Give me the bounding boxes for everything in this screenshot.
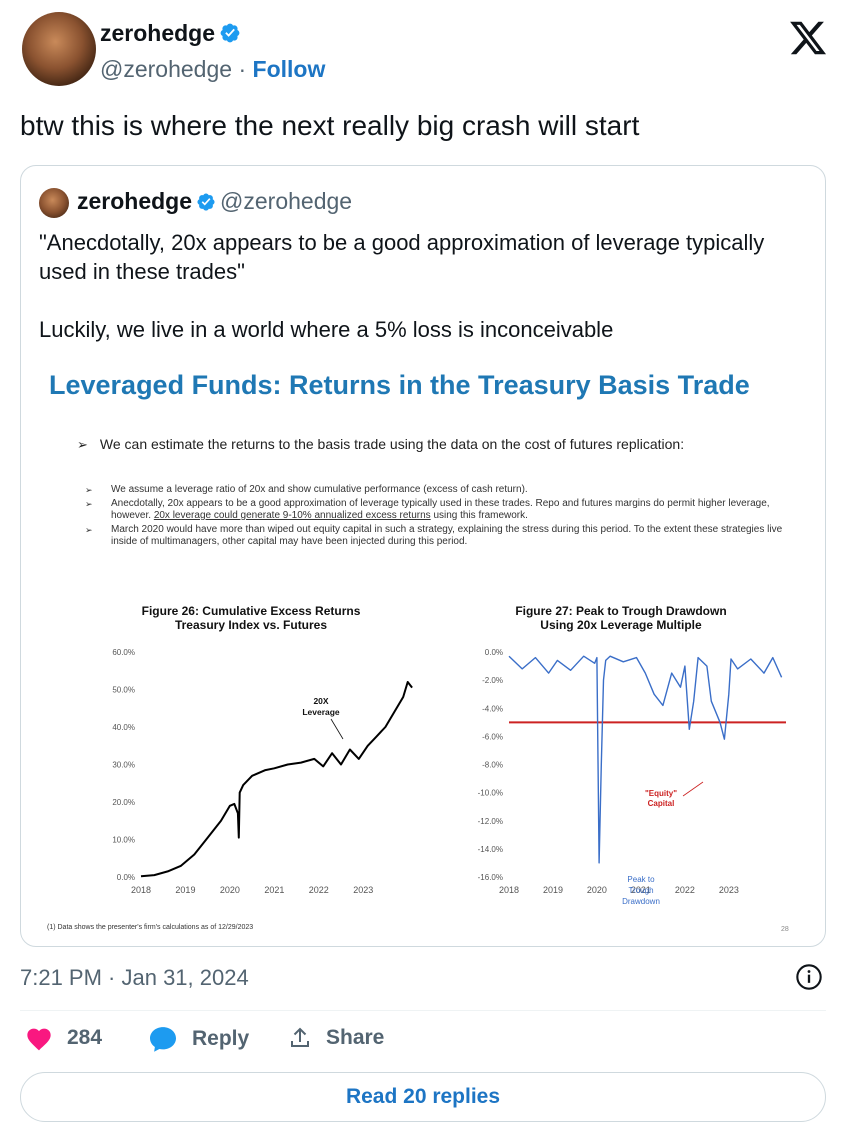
x-tick-label: 2020 xyxy=(220,885,240,895)
chart-subtitle: Using 20x Leverage Multiple xyxy=(540,618,702,632)
y-tick-label: 40.0% xyxy=(112,723,135,732)
slide-main-bullet: ➢ We can estimate the returns to the basi… xyxy=(77,436,684,453)
heart-icon xyxy=(27,1028,51,1051)
x-tick-label: 2022 xyxy=(675,885,695,895)
read-replies-button[interactable]: Read 20 replies xyxy=(20,1072,826,1122)
y-tick-label: 50.0% xyxy=(112,686,135,695)
figure-27-chart: 0.0% -2.0% -4.0% -6.0% -8.0% -10.0% -12.0% -14.… xyxy=(478,648,786,906)
figure-27-title: Figure 27: Peak to Trough Drawdown Using… xyxy=(471,604,771,632)
verified-badge-icon xyxy=(220,23,240,43)
sub-bullet: ➢ Anecdotally, 20x appears to be a good a… xyxy=(85,498,805,523)
y-tick-label: 0.0% xyxy=(117,873,135,882)
y-tick-label: -6.0% xyxy=(482,732,503,741)
y-tick-label: -8.0% xyxy=(482,761,503,770)
reply-button[interactable]: Reply xyxy=(148,1025,249,1053)
bullet-arrow-icon: ➢ xyxy=(77,437,88,452)
tweet-text: btw this is where the next really big cr… xyxy=(20,110,640,141)
x-tick-label: 2021 xyxy=(631,885,651,895)
sub-bullet-text: We assume a leverage ratio of 20x and sh… xyxy=(111,484,528,495)
series-line xyxy=(140,681,413,878)
verified-badge-icon xyxy=(197,193,215,211)
quoted-tweet[interactable]: zerohedge @zerohedge "Anecdotally, 20x ap… xyxy=(20,165,826,947)
x-tick-label: 2021 xyxy=(264,885,284,895)
author-name-row[interactable]: zerohedge xyxy=(100,20,241,47)
share-button[interactable]: Share xyxy=(288,1025,384,1051)
quoted-paragraph: "Anecdotally, 20x appears to be a good a… xyxy=(39,230,765,284)
slide-image[interactable]: Leveraged Funds: Returns in the Treasury… xyxy=(21,356,825,946)
reply-label: Reply xyxy=(192,1027,250,1050)
quoted-paragraph: Luckily, we live in a world where a 5% l… xyxy=(39,317,614,342)
slide-page-number: 28 xyxy=(781,926,789,933)
x-tick-label: 2019 xyxy=(543,885,563,895)
tweet-timestamp[interactable]: 7:21 PM · Jan 31, 2024 xyxy=(20,965,249,990)
chart-title: Figure 26: Cumulative Excess Returns xyxy=(141,604,361,618)
figure-26-title: Figure 26: Cumulative Excess Returns Tre… xyxy=(101,604,401,632)
y-tick-label: -16.0% xyxy=(478,873,503,882)
series-line xyxy=(508,655,783,864)
y-tick-label: 20.0% xyxy=(112,798,135,807)
like-button[interactable]: 284 xyxy=(25,1025,102,1051)
bullet-arrow-icon: ➢ xyxy=(85,524,93,535)
avatar[interactable] xyxy=(22,12,96,86)
chart-subtitle: Treasury Index vs. Futures xyxy=(174,618,328,632)
annotation-pointer xyxy=(330,718,344,740)
separator-dot: · xyxy=(238,56,247,82)
annotation-label: Leverage xyxy=(302,707,340,717)
figure-26-chart: 0.0% 10.0% 20.0% 30.0% 40.0% 50.0% 60.0% 2018 20… xyxy=(112,648,413,895)
sub-bullet: ➢ March 2020 would have more than wiped o… xyxy=(85,524,805,549)
divider xyxy=(20,1010,826,1011)
x-tick-label: 2020 xyxy=(587,885,607,895)
bullet-arrow-icon: ➢ xyxy=(85,485,93,495)
annotation-label: Drawdown xyxy=(622,897,660,906)
y-tick-label: 10.0% xyxy=(112,836,135,845)
quoted-avatar xyxy=(39,188,69,218)
quoted-author-name: zerohedge xyxy=(77,188,193,214)
annotation-pointer xyxy=(682,781,704,797)
slide-title: Leveraged Funds: Returns in the Treasury… xyxy=(49,370,750,400)
slide-sub-bullets: ➢ We assume a leverage ratio of 20x and s… xyxy=(85,484,805,550)
x-tick-label: 2023 xyxy=(353,885,373,895)
y-tick-label: 0.0% xyxy=(485,648,503,657)
quoted-text: "Anecdotally, 20x appears to be a good a… xyxy=(39,228,799,373)
info-icon[interactable] xyxy=(795,963,823,991)
x-tick-label: 2018 xyxy=(499,885,519,895)
x-tick-label: 2019 xyxy=(175,885,195,895)
slide-footnote: (1) Data shows the presenter's firm's ca… xyxy=(47,924,254,931)
main-bullet-text: We can estimate the returns to the basis… xyxy=(99,436,685,452)
sub-bullet-text: Anecdotally, 20x appears to be a good ap… xyxy=(111,497,770,522)
tweet-header: zerohedge @zerohedge · Follow xyxy=(0,0,848,100)
annotation-label: Peak to xyxy=(627,875,655,884)
x-logo-icon[interactable] xyxy=(788,18,828,58)
x-tick-label: 2018 xyxy=(131,885,151,895)
author-name[interactable]: zerohedge xyxy=(100,20,216,46)
y-tick-label: -10.0% xyxy=(478,789,503,798)
share-icon xyxy=(291,1027,309,1047)
follow-button[interactable]: Follow xyxy=(252,56,326,82)
y-tick-label: -4.0% xyxy=(482,704,503,713)
x-tick-label: 2023 xyxy=(719,885,739,895)
bullet-arrow-icon: ➢ xyxy=(85,498,93,509)
y-tick-label: -2.0% xyxy=(482,676,503,685)
y-tick-label: 60.0% xyxy=(112,648,135,657)
sub-bullet-underlined: 20x leverage could generate 9-10% annual… xyxy=(153,510,431,521)
y-tick-label: -12.0% xyxy=(478,817,503,826)
annotation-label: Capital xyxy=(648,799,675,808)
like-count: 284 xyxy=(67,1026,103,1049)
y-tick-label: -14.0% xyxy=(478,845,503,854)
annotation-label: Trough xyxy=(628,886,653,895)
x-tick-label: 2022 xyxy=(309,885,329,895)
y-tick-label: 30.0% xyxy=(112,761,135,770)
chart-title: Figure 27: Peak to Trough Drawdown xyxy=(515,604,727,618)
sub-bullet-text: March 2020 would have more than wiped ou… xyxy=(111,523,783,548)
quoted-author-row: zerohedge @zerohedge xyxy=(77,188,352,215)
annotation-label: 20X xyxy=(313,696,328,706)
author-handle-line: @zerohedge · Follow xyxy=(100,56,325,83)
quoted-author-handle: @zerohedge xyxy=(220,188,353,214)
author-handle[interactable]: @zerohedge xyxy=(100,56,233,82)
sub-bullet: ➢ We assume a leverage ratio of 20x and s… xyxy=(85,484,805,497)
reply-bubble-icon xyxy=(150,1027,176,1052)
annotation-label: "Equity" xyxy=(645,789,677,798)
sub-bullet-text: using this framework. xyxy=(433,510,528,521)
share-label: Share xyxy=(326,1026,385,1049)
